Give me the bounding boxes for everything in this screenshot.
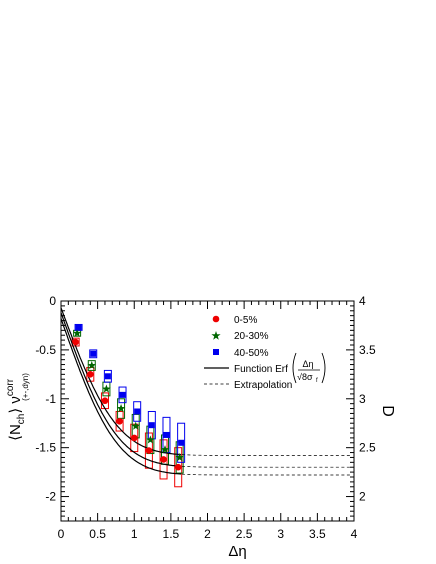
x-tick-label: 1 bbox=[131, 527, 138, 541]
legend-frac-den: √8σ bbox=[297, 372, 313, 382]
point-40-50% bbox=[119, 391, 126, 398]
extrapolation-curve-1 bbox=[181, 465, 352, 468]
legend-marker-40-50 bbox=[213, 349, 219, 355]
legend-bracket-right bbox=[321, 352, 326, 384]
y2-tick-label: 3.5 bbox=[359, 343, 376, 357]
legend-frac-den-sub: f bbox=[316, 378, 318, 384]
data-points bbox=[72, 324, 185, 471]
sys-box-0 bbox=[174, 447, 183, 488]
fit-curve-2 bbox=[60, 307, 182, 456]
point-0-5% bbox=[72, 338, 79, 346]
point-40-50% bbox=[163, 431, 170, 438]
point-20-30% bbox=[131, 421, 140, 430]
fit-curves bbox=[60, 307, 352, 476]
point-40-50% bbox=[75, 324, 82, 331]
x-tick-label: 3.5 bbox=[309, 527, 326, 541]
y-tick-label: -1 bbox=[45, 392, 56, 406]
legend-label-function: Function Erf bbox=[234, 364, 288, 375]
legend-marker-20-30 bbox=[211, 331, 221, 340]
tick-labels: 0 0.5 1 1.5 2 2.5 3 3.5 4 0 -0.5 -1 -1.5 -2 4 3.5 3 2.5 2 bbox=[35, 294, 376, 541]
point-20-30% bbox=[116, 404, 126, 413]
y-tick-label: -0.5 bbox=[35, 343, 56, 357]
sys-box-2 bbox=[118, 386, 127, 404]
x-tick-label: 0.5 bbox=[89, 527, 106, 541]
sys-box-1 bbox=[87, 360, 96, 371]
legend-label-40-50: 40-50% bbox=[234, 348, 269, 359]
x-axis-label: Δη bbox=[228, 543, 246, 560]
point-40-50% bbox=[178, 439, 185, 446]
legend: 0-5% 20-30% 40-50% Function Erf Δη √8σ f… bbox=[204, 315, 326, 391]
point-20-30% bbox=[102, 384, 111, 393]
legend-label-20-30: 20-30% bbox=[234, 331, 269, 342]
axis-ticks bbox=[60, 300, 355, 522]
y2-tick-label: 3 bbox=[359, 392, 366, 406]
y-axis-label-sub2: (+-,dyn) bbox=[21, 373, 30, 401]
point-0-5% bbox=[174, 463, 182, 471]
x-tick-label: 0 bbox=[58, 527, 65, 541]
point-20-30% bbox=[160, 445, 170, 454]
legend-marker-0-5 bbox=[212, 315, 220, 323]
point-0-5% bbox=[130, 434, 138, 442]
point-0-5% bbox=[101, 397, 109, 405]
point-40-50% bbox=[134, 408, 141, 415]
sys-box-0 bbox=[159, 439, 168, 480]
extrapolation-curve-0 bbox=[181, 473, 352, 476]
x-tick-label: 2 bbox=[204, 527, 211, 541]
point-0-5% bbox=[87, 371, 94, 378]
y2-tick-label: 2.5 bbox=[359, 441, 376, 455]
legend-bracket-left bbox=[292, 352, 297, 384]
systematic-error-boxes bbox=[71, 323, 186, 488]
sys-box-2 bbox=[89, 349, 98, 359]
x-tick-label: 1.5 bbox=[163, 527, 180, 541]
y-axis-label: ⟨Nch⟩ νcorr (+-,dyn) bbox=[5, 373, 30, 441]
y-tick-label: -2 bbox=[45, 490, 56, 504]
y-tick-label: 0 bbox=[49, 294, 56, 308]
fit-curve-0 bbox=[60, 318, 182, 475]
legend-frac-num: Δη bbox=[302, 359, 313, 369]
x-tick-label: 2.5 bbox=[236, 527, 253, 541]
point-20-30% bbox=[72, 328, 82, 337]
point-20-30% bbox=[146, 435, 155, 444]
sys-box-2 bbox=[177, 422, 186, 463]
y-tick-label: -1.5 bbox=[35, 441, 56, 455]
x-tick-label: 4 bbox=[351, 527, 358, 541]
x-tick-label: 3 bbox=[277, 527, 284, 541]
y2-tick-label: 4 bbox=[359, 294, 366, 308]
fit-curve-1 bbox=[60, 312, 182, 467]
y-axis-label-sup: corr bbox=[5, 378, 16, 396]
sys-box-2 bbox=[103, 369, 112, 383]
sys-box-0 bbox=[115, 410, 124, 432]
y-axis-label-close: ⟩ ν bbox=[7, 396, 24, 414]
point-40-50% bbox=[104, 373, 111, 380]
point-0-5% bbox=[116, 417, 123, 425]
legend-label-extrapolation: Extrapolation bbox=[234, 380, 292, 391]
plot-frame bbox=[60, 300, 355, 522]
legend-label-0-5: 0-5% bbox=[234, 315, 257, 326]
point-40-50% bbox=[148, 422, 155, 429]
y-axis-label-sub: ch bbox=[16, 414, 27, 425]
point-20-30% bbox=[175, 452, 184, 462]
point-40-50% bbox=[90, 350, 97, 357]
y-axis-label-main: ⟨N bbox=[7, 424, 24, 441]
right-axis-label: D bbox=[379, 405, 396, 417]
point-0-5% bbox=[145, 447, 153, 454]
point-20-30% bbox=[87, 361, 97, 370]
extrapolation-curve-2 bbox=[181, 454, 352, 456]
y2-tick-label: 2 bbox=[359, 490, 366, 504]
point-0-5% bbox=[160, 456, 167, 463]
sys-box-2 bbox=[133, 401, 142, 422]
